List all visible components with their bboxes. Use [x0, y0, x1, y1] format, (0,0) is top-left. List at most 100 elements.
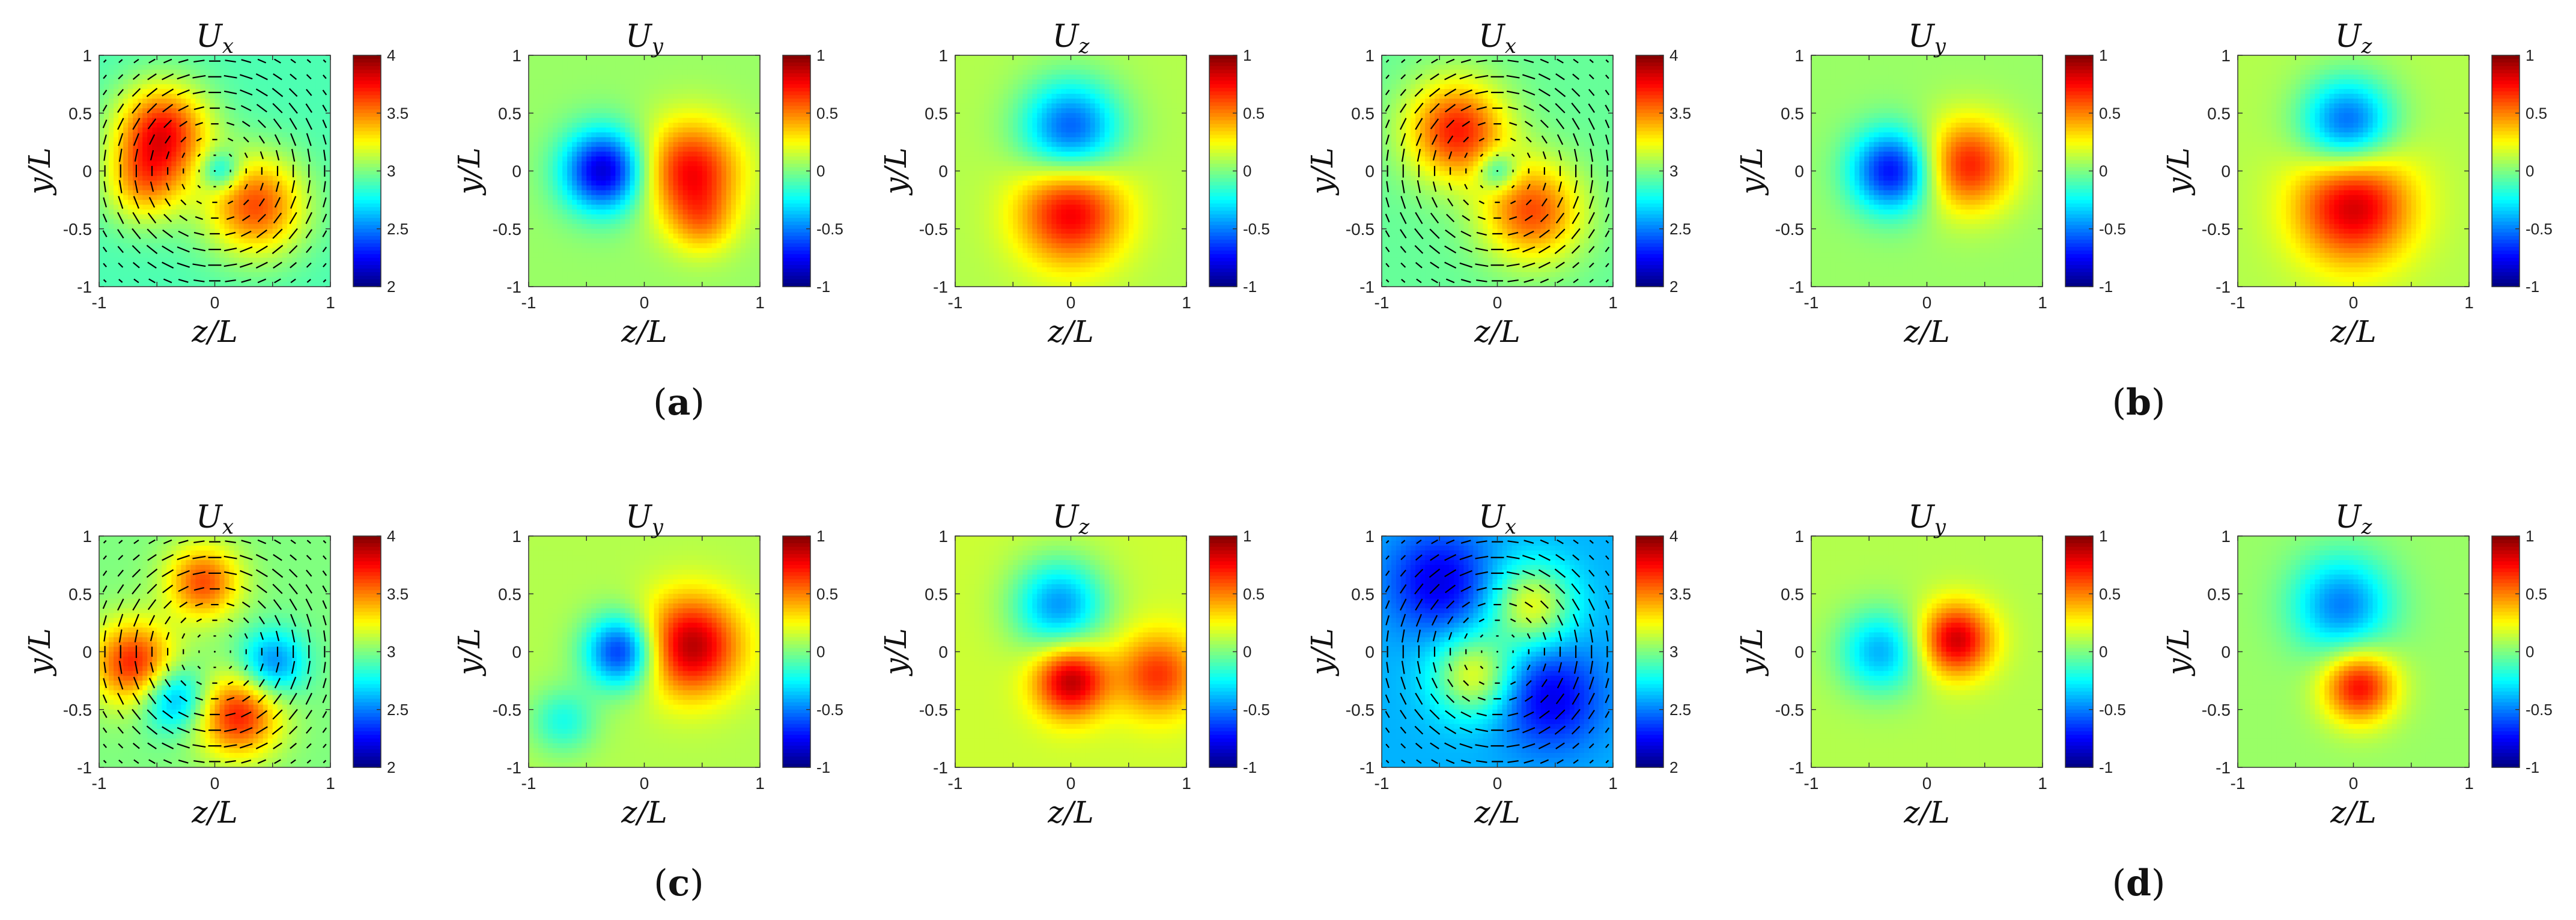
heatmap-cell	[697, 70, 703, 75]
heatmap-cell	[543, 214, 548, 220]
heatmap-cell	[99, 175, 105, 181]
heatmap-cell	[166, 108, 172, 114]
heatmap-cell	[219, 248, 225, 254]
heatmap-cell	[654, 142, 660, 147]
heatmap-cell	[282, 84, 288, 90]
heatmap-cell	[109, 219, 114, 225]
heatmap-cell	[258, 171, 264, 177]
heatmap-cell	[320, 79, 326, 85]
heatmap-cell	[716, 132, 722, 138]
heatmap-cell	[702, 262, 708, 268]
heatmap-cell	[615, 55, 621, 61]
heatmap-cell	[123, 75, 129, 80]
heatmap-cell	[186, 276, 191, 282]
heatmap-cell	[630, 190, 636, 196]
vector-arrow	[148, 58, 156, 64]
heatmap-cell	[731, 219, 737, 225]
heatmap-cell	[320, 209, 326, 215]
heatmap-cell	[190, 103, 196, 109]
heatmap-cell	[99, 195, 105, 201]
heatmap-cell	[238, 228, 245, 234]
heatmap-cell	[615, 113, 621, 118]
heatmap-cell	[644, 219, 650, 225]
heatmap-cell	[673, 142, 679, 147]
heatmap-cell	[682, 118, 688, 123]
heatmap-cell	[152, 79, 157, 85]
heatmap-cell	[596, 103, 601, 109]
heatmap-cell	[678, 60, 684, 65]
colorbar-segment	[353, 117, 381, 121]
heatmap-cell	[214, 103, 220, 109]
heatmap-cell	[296, 84, 302, 90]
heatmap-cell	[649, 281, 655, 287]
heatmap-cell	[190, 214, 196, 220]
heatmap-cell	[533, 142, 539, 147]
heatmap-cell	[272, 127, 278, 133]
heatmap-cell	[176, 103, 181, 109]
heatmap-cell	[229, 103, 235, 109]
heatmap-cell	[726, 233, 732, 239]
heatmap-cell	[325, 262, 330, 268]
heatmap-cell	[166, 60, 172, 65]
heatmap-cell	[591, 252, 597, 258]
heatmap-cell	[99, 190, 105, 196]
heatmap-cell	[639, 108, 645, 114]
heatmap-cell	[258, 65, 264, 70]
heatmap-cell	[745, 257, 751, 263]
heatmap-cell	[138, 243, 143, 249]
heatmap-cell	[548, 204, 553, 210]
heatmap-cell	[634, 113, 640, 118]
heatmap-cell	[138, 84, 143, 90]
heatmap-cell	[615, 103, 621, 109]
heatmap-cell	[219, 195, 225, 201]
vector-arrow	[227, 200, 234, 204]
heatmap-cell	[586, 248, 592, 254]
heatmap-cell	[755, 65, 760, 70]
heatmap-cell	[133, 233, 138, 239]
heatmap-cell	[258, 228, 264, 234]
heatmap-cell	[572, 281, 577, 287]
heatmap-cell	[118, 123, 124, 128]
heatmap-cell	[315, 89, 321, 94]
heatmap-cell	[687, 75, 693, 80]
heatmap-cell	[263, 257, 269, 263]
heatmap-cell	[658, 75, 664, 80]
heatmap-cell	[706, 224, 712, 230]
heatmap-cell	[301, 89, 307, 94]
heatmap-cell	[711, 60, 717, 65]
heatmap-cell	[721, 94, 727, 99]
heatmap-cell	[639, 142, 645, 147]
heatmap-cell	[610, 60, 616, 65]
heatmap-cell	[114, 233, 119, 239]
heatmap-cell	[176, 190, 181, 196]
heatmap-cell	[166, 99, 172, 104]
heatmap-cell	[138, 233, 143, 239]
heatmap-cell	[663, 65, 669, 70]
heatmap-cell	[296, 171, 302, 177]
heatmap-cell	[214, 113, 220, 118]
heatmap-cell	[606, 127, 611, 133]
heatmap-cell	[721, 180, 727, 186]
heatmap-cell	[726, 195, 732, 201]
heatmap-cell	[195, 151, 201, 157]
heatmap-cell	[229, 84, 235, 90]
heatmap-cell	[697, 161, 703, 167]
heatmap-cell	[543, 195, 548, 201]
heatmap-cell	[147, 243, 153, 249]
heatmap-cell	[219, 70, 225, 75]
heatmap-cell	[301, 113, 307, 118]
heatmap-cell	[601, 175, 606, 181]
vector-arrow	[133, 133, 139, 146]
heatmap-cell	[654, 200, 660, 206]
heatmap-cell	[152, 209, 157, 215]
heatmap-cell	[644, 84, 650, 90]
heatmap-cell	[711, 185, 717, 191]
heatmap-cell	[654, 190, 660, 196]
heatmap-cell	[219, 281, 225, 287]
heatmap-cell	[740, 195, 746, 201]
heatmap-cell	[114, 137, 119, 142]
heatmap-cell	[735, 89, 741, 94]
heatmap-cell	[306, 99, 312, 104]
vector-arrow	[306, 88, 312, 96]
heatmap-cell	[267, 248, 273, 254]
